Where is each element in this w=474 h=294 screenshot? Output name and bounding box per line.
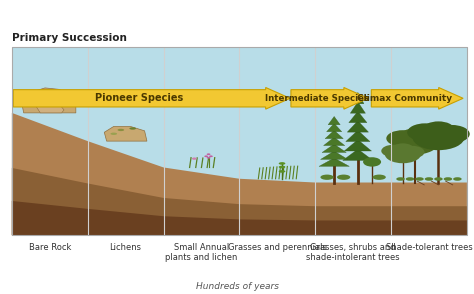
- Polygon shape: [346, 130, 370, 142]
- Text: Pioneer Species: Pioneer Species: [95, 93, 183, 103]
- Ellipse shape: [279, 166, 285, 168]
- Ellipse shape: [192, 158, 197, 160]
- Polygon shape: [324, 137, 345, 146]
- Ellipse shape: [434, 177, 443, 181]
- Text: Grasses, shrubs and
shade-intolerant trees: Grasses, shrubs and shade-intolerant tre…: [306, 243, 400, 262]
- Text: Climax Community: Climax Community: [357, 94, 453, 103]
- Text: Intermediate Species: Intermediate Species: [265, 94, 369, 103]
- Bar: [12, 47, 467, 235]
- Polygon shape: [352, 92, 364, 104]
- Text: Hundreds of years: Hundreds of years: [195, 282, 279, 291]
- Ellipse shape: [204, 156, 208, 157]
- Polygon shape: [347, 121, 368, 132]
- Polygon shape: [327, 123, 342, 132]
- Polygon shape: [328, 116, 340, 125]
- Ellipse shape: [373, 175, 386, 180]
- Ellipse shape: [401, 128, 429, 143]
- Polygon shape: [344, 140, 372, 151]
- Polygon shape: [12, 113, 467, 235]
- Ellipse shape: [399, 146, 425, 158]
- Ellipse shape: [415, 177, 424, 181]
- Polygon shape: [371, 88, 463, 109]
- Text: Small Annual
plants and lichen: Small Annual plants and lichen: [165, 243, 237, 262]
- Ellipse shape: [337, 175, 350, 180]
- Ellipse shape: [279, 162, 285, 165]
- Ellipse shape: [433, 125, 470, 143]
- Ellipse shape: [453, 177, 462, 181]
- Polygon shape: [349, 111, 367, 123]
- Polygon shape: [325, 130, 343, 139]
- Polygon shape: [320, 151, 348, 159]
- Polygon shape: [21, 88, 76, 113]
- Ellipse shape: [406, 177, 414, 181]
- Polygon shape: [13, 88, 290, 109]
- Ellipse shape: [363, 157, 381, 167]
- Ellipse shape: [407, 123, 444, 141]
- Ellipse shape: [385, 145, 421, 163]
- Ellipse shape: [425, 177, 433, 181]
- Ellipse shape: [207, 153, 210, 155]
- Polygon shape: [12, 168, 467, 235]
- Polygon shape: [322, 144, 346, 153]
- Bar: [12, 47, 467, 235]
- Polygon shape: [319, 158, 349, 166]
- Ellipse shape: [391, 131, 438, 155]
- Ellipse shape: [412, 124, 465, 150]
- Ellipse shape: [279, 170, 285, 173]
- Ellipse shape: [129, 127, 136, 130]
- Ellipse shape: [320, 175, 334, 180]
- Polygon shape: [36, 103, 64, 113]
- Ellipse shape: [392, 143, 414, 154]
- Text: Primary Succession: Primary Succession: [12, 33, 127, 43]
- Text: Lichens: Lichens: [109, 243, 142, 252]
- Ellipse shape: [110, 133, 117, 135]
- Text: Shade-tolerant trees: Shade-tolerant trees: [385, 243, 473, 252]
- Ellipse shape: [209, 156, 213, 157]
- Polygon shape: [104, 126, 147, 141]
- Ellipse shape: [444, 177, 452, 181]
- Text: Grasses and perennials: Grasses and perennials: [228, 243, 327, 252]
- Polygon shape: [350, 102, 365, 113]
- Ellipse shape: [386, 130, 419, 147]
- Polygon shape: [343, 149, 373, 161]
- Ellipse shape: [423, 121, 454, 137]
- Polygon shape: [12, 201, 467, 235]
- Ellipse shape: [381, 145, 407, 157]
- Ellipse shape: [207, 157, 210, 159]
- Ellipse shape: [118, 129, 124, 131]
- Ellipse shape: [410, 132, 443, 148]
- Text: Bare Rock: Bare Rock: [28, 243, 71, 252]
- Polygon shape: [291, 88, 368, 109]
- Ellipse shape: [396, 177, 405, 181]
